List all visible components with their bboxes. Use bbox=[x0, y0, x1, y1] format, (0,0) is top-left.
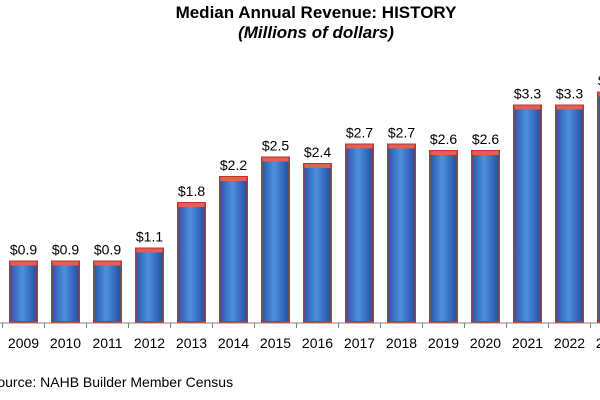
bar-2013 bbox=[177, 202, 206, 323]
x-tick-label-2022: 2022 bbox=[554, 335, 585, 351]
bar-2021 bbox=[513, 104, 542, 323]
bar-body-2011 bbox=[94, 264, 121, 321]
bar-2010 bbox=[51, 260, 80, 323]
bar-cap-2022 bbox=[556, 105, 583, 110]
bar-cap-2010 bbox=[52, 261, 79, 266]
bar-2017 bbox=[345, 143, 374, 323]
bar-body-2009 bbox=[10, 264, 37, 321]
bar-body-2017 bbox=[346, 147, 373, 321]
bar-2009 bbox=[9, 260, 38, 323]
bar-cap-2017 bbox=[346, 144, 373, 149]
x-tick-label-2016: 2016 bbox=[302, 335, 333, 351]
bar-body-2023 bbox=[598, 95, 600, 321]
bar-2011 bbox=[93, 260, 122, 323]
bar-2015 bbox=[261, 156, 290, 323]
bar-2023 bbox=[597, 91, 600, 323]
bar-cap-2011 bbox=[94, 261, 121, 266]
value-label-2019: $2.6 bbox=[430, 131, 457, 147]
bar-body-2012 bbox=[136, 251, 163, 321]
bar-2018 bbox=[387, 143, 416, 323]
bar-cap-2015 bbox=[262, 157, 289, 162]
value-label-2012: $1.1 bbox=[136, 229, 163, 245]
bar-body-2015 bbox=[262, 160, 289, 321]
bar-body-2014 bbox=[220, 180, 247, 321]
x-tick-label-2018: 2018 bbox=[386, 335, 417, 351]
bar-body-2019 bbox=[430, 154, 457, 321]
bar-cap-2012 bbox=[136, 248, 163, 253]
bar-2016 bbox=[303, 163, 332, 323]
bar-body-2020 bbox=[472, 154, 499, 321]
chart-title: Median Annual Revenue: HISTORY bbox=[175, 3, 457, 22]
x-tick-label-2013: 2013 bbox=[176, 335, 207, 351]
value-label-2010: $0.9 bbox=[52, 242, 79, 258]
bar-cap-2013 bbox=[178, 203, 205, 207]
bar-body-2022 bbox=[556, 108, 583, 321]
bar-cap-2014 bbox=[220, 177, 247, 181]
value-label-2011: $0.9 bbox=[94, 242, 121, 258]
value-label-2017: $2.7 bbox=[346, 125, 373, 141]
bar-cap-2016 bbox=[304, 164, 331, 168]
x-tick-label-2023: 2023 bbox=[596, 335, 600, 351]
bar-cap-2021 bbox=[514, 105, 541, 110]
bar-cap-2018 bbox=[388, 144, 415, 149]
value-label-2013: $1.8 bbox=[178, 183, 205, 199]
value-label-2016: $2.4 bbox=[304, 144, 331, 160]
bar-2014 bbox=[219, 176, 248, 323]
bar-body-2010 bbox=[52, 264, 79, 321]
bar-cap-2019 bbox=[430, 151, 457, 155]
bar-2019 bbox=[429, 150, 458, 323]
value-label-2021: $3.3 bbox=[514, 86, 541, 102]
bar-cap-2023 bbox=[598, 92, 600, 97]
value-label-2014: $2.2 bbox=[220, 157, 247, 173]
bar-body-2021 bbox=[514, 108, 541, 321]
bar-cap-2009 bbox=[10, 261, 37, 266]
bar-body-2013 bbox=[178, 206, 205, 321]
bar-body-2016 bbox=[304, 167, 331, 321]
value-label-2009: $0.9 bbox=[10, 242, 37, 258]
x-tick-label-2014: 2014 bbox=[218, 335, 249, 351]
value-label-2022: $3.3 bbox=[556, 86, 583, 102]
bar-2020 bbox=[471, 150, 500, 323]
bar-cap-2020 bbox=[472, 151, 499, 155]
value-label-2015: $2.5 bbox=[262, 138, 289, 154]
x-tick-label-2021: 2021 bbox=[512, 335, 543, 351]
value-label-2018: $2.7 bbox=[388, 125, 415, 141]
x-tick-label-2020: 2020 bbox=[470, 335, 501, 351]
x-tick-label-2015: 2015 bbox=[260, 335, 291, 351]
value-label-2023: $3.5 bbox=[598, 73, 600, 89]
bar-2022 bbox=[555, 104, 584, 323]
chart-subtitle: (Millions of dollars) bbox=[238, 23, 394, 42]
x-tick-label-2012: 2012 bbox=[134, 335, 165, 351]
x-tick-label-2011: 2011 bbox=[92, 335, 122, 351]
x-tick-label-2017: 2017 bbox=[344, 335, 375, 351]
x-tick-label-2010: 2010 bbox=[50, 335, 81, 351]
x-tick-label-2019: 2019 bbox=[428, 335, 459, 351]
x-tick-label-2009: 2009 bbox=[8, 335, 39, 351]
value-label-2020: $2.6 bbox=[472, 131, 499, 147]
chart-source: Source: NAHB Builder Member Census bbox=[0, 374, 234, 390]
bar-body-2018 bbox=[388, 147, 415, 321]
bar-2012 bbox=[135, 247, 164, 323]
